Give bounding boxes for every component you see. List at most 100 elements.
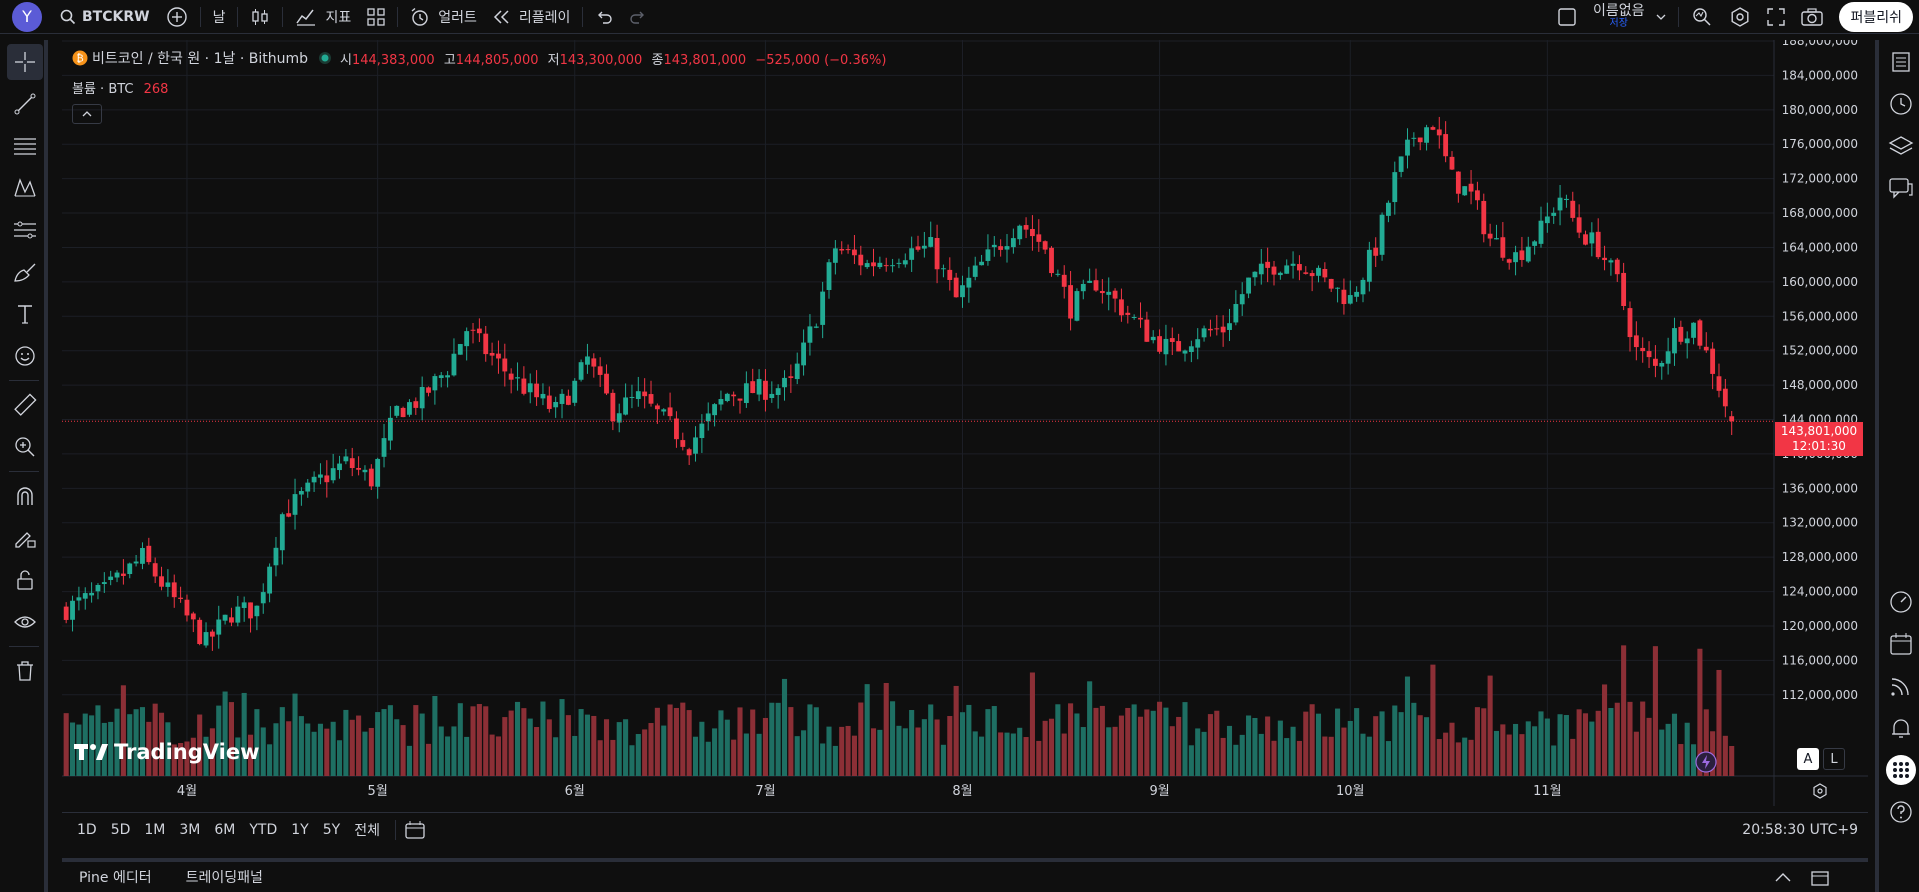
- chevron-up-icon[interactable]: [1774, 871, 1792, 883]
- quick-search-button[interactable]: [1683, 0, 1721, 34]
- crosshair-tool[interactable]: [7, 44, 43, 80]
- lock-drawings-tool[interactable]: [7, 562, 43, 598]
- candle-body: [1602, 257, 1607, 261]
- replay-button[interactable]: 리플레이: [485, 0, 579, 34]
- pattern-tool[interactable]: [7, 170, 43, 206]
- range-button[interactable]: 전체: [354, 822, 380, 839]
- calendar-button[interactable]: [1883, 626, 1919, 662]
- trend-line-tool[interactable]: [7, 86, 43, 122]
- range-button[interactable]: 6M: [214, 821, 236, 838]
- fib-tool[interactable]: [7, 128, 43, 164]
- symbol-search-button[interactable]: BTCKRW: [52, 0, 158, 34]
- price-chart[interactable]: 188,000,000 184,000,000 180,000,000 176,000…: [62, 40, 1868, 806]
- alerts-panel-button[interactable]: [1883, 86, 1919, 122]
- magnet-tool[interactable]: [7, 478, 43, 514]
- volume-bar: [1652, 646, 1658, 776]
- maximize-panel-icon[interactable]: [1810, 869, 1830, 887]
- remove-drawings-tool[interactable]: [7, 653, 43, 689]
- candle-body: [95, 584, 101, 592]
- price-axis-label: 188,000,000: [1782, 40, 1858, 48]
- divider: [9, 471, 39, 472]
- help-icon: [1890, 801, 1912, 823]
- candle-body: [483, 333, 489, 355]
- notifications-button[interactable]: [1883, 710, 1919, 746]
- interval-button[interactable]: 날: [205, 0, 234, 34]
- fullscreen-button[interactable]: [1759, 0, 1793, 34]
- volume-bar: [165, 722, 171, 776]
- indicators-button[interactable]: 지표: [287, 0, 359, 34]
- publish-button[interactable]: 퍼블리쉬: [1839, 2, 1913, 32]
- object-tree-button[interactable]: [1883, 128, 1919, 164]
- candle-body: [1392, 172, 1398, 203]
- settings-button[interactable]: [1721, 0, 1759, 34]
- volume-bar: [1265, 716, 1271, 776]
- collapse-legend-button[interactable]: [72, 104, 102, 124]
- hide-drawings-tool[interactable]: [7, 604, 43, 640]
- range-button[interactable]: 1D: [77, 821, 97, 838]
- snapshot-button[interactable]: [1793, 0, 1831, 34]
- products-button[interactable]: [1883, 752, 1919, 788]
- volume-bar: [762, 717, 768, 776]
- range-button[interactable]: 5Y: [322, 821, 341, 838]
- close-value: 143,801,000: [663, 52, 747, 68]
- auto-scale-button[interactable]: A: [1797, 748, 1819, 770]
- candle-body: [890, 265, 895, 267]
- chats-button[interactable]: [1883, 170, 1919, 206]
- volume-bar: [1055, 704, 1061, 776]
- candle-body: [947, 269, 953, 280]
- candle-body: [1271, 266, 1277, 275]
- smiley-icon: [15, 346, 35, 366]
- axis-settings-icon[interactable]: [1812, 783, 1828, 799]
- current-price: 143,801,000: [1780, 424, 1858, 438]
- brush-tool[interactable]: [7, 254, 43, 290]
- candle-body: [1379, 214, 1385, 255]
- zoom-tool[interactable]: [7, 429, 43, 465]
- candle-body: [254, 605, 260, 617]
- date-range-icon[interactable]: [404, 820, 426, 840]
- ruler-icon: [14, 393, 37, 416]
- redo-button[interactable]: [621, 0, 655, 34]
- alert-button[interactable]: 얼러트: [402, 0, 485, 34]
- market-status-icon[interactable]: [318, 51, 332, 65]
- range-button[interactable]: 3M: [179, 821, 201, 838]
- gauge-icon: [1890, 591, 1912, 613]
- emoji-tool[interactable]: [7, 338, 43, 374]
- range-button[interactable]: 5D: [110, 821, 131, 838]
- range-button[interactable]: YTD: [249, 821, 278, 838]
- layout-name: 이름없음: [1592, 3, 1645, 20]
- screener-button[interactable]: [1883, 584, 1919, 620]
- log-scale-button[interactable]: L: [1823, 748, 1845, 770]
- range-button[interactable]: 1Y: [291, 821, 309, 838]
- text-tool[interactable]: [7, 296, 43, 332]
- chart-type-button[interactable]: [242, 0, 278, 34]
- candle-body: [1595, 231, 1601, 258]
- compare-symbol-button[interactable]: [158, 0, 196, 34]
- utc-clock[interactable]: 20:58:30 UTC+9: [1742, 822, 1858, 838]
- layout-name-button[interactable]: 이름없음 저장: [1585, 0, 1675, 34]
- candle-body: [1277, 272, 1283, 276]
- help-button[interactable]: [1883, 794, 1919, 830]
- tab-pine-editor[interactable]: Pine 에디터: [79, 870, 152, 886]
- templates-button[interactable]: [359, 0, 393, 34]
- multi-layout-button[interactable]: [1549, 0, 1585, 34]
- volume-bar: [781, 678, 788, 776]
- undo-button[interactable]: [587, 0, 621, 34]
- candle-body: [1424, 127, 1429, 143]
- volume-bar: [845, 725, 851, 776]
- volume-bar: [1602, 684, 1608, 776]
- measure-tool[interactable]: [7, 387, 43, 423]
- current-price-tag: 143,801,000 12:01:30: [1775, 422, 1863, 456]
- tab-trading-panel[interactable]: 트레이딩패널: [185, 870, 263, 886]
- stay-drawing-tool[interactable]: [7, 520, 43, 556]
- divider: [582, 6, 584, 27]
- volume-bar: [959, 712, 966, 776]
- symbol-title[interactable]: 비트코인 / 한국 원 · 1날 · Bithumb: [92, 51, 308, 67]
- candle-body: [381, 438, 387, 457]
- forecast-tool[interactable]: [7, 212, 43, 248]
- user-avatar[interactable]: Y: [12, 1, 42, 32]
- lightning-icon[interactable]: [1695, 751, 1717, 773]
- watchlist-button[interactable]: [1883, 44, 1919, 80]
- news-button[interactable]: [1883, 668, 1919, 704]
- range-button[interactable]: 1M: [144, 821, 166, 838]
- volume-bar: [1411, 702, 1417, 776]
